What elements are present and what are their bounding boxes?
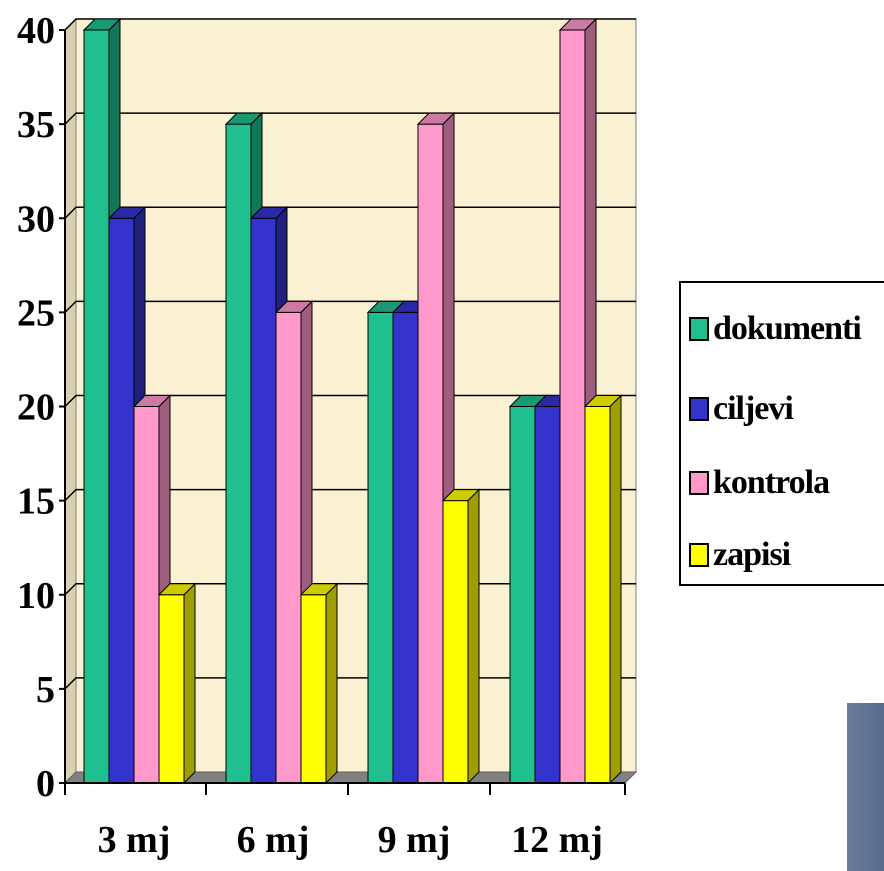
y-tick-label-15: 15 [17, 481, 55, 523]
legend-swatch-kontrola [689, 471, 709, 495]
x-tick-label-2: 9 mj [378, 819, 451, 861]
legend-swatch-dokumenti [689, 317, 709, 341]
legend-swatch-zapisi [689, 543, 709, 567]
bar-zapisi-3 [583, 394, 623, 785]
legend-item-zapisi: zapisi [689, 535, 791, 575]
bar-zapisi-1 [299, 582, 339, 785]
y-tick-label-0: 0 [36, 763, 55, 805]
legend-label-kontrola: kontrola [713, 464, 830, 501]
y-tick-label-5: 5 [36, 669, 55, 711]
y-tick-label-30: 30 [17, 198, 55, 240]
gridline-40 [64, 18, 636, 31]
legend-swatch-ciljevi [689, 397, 709, 421]
legend-item-ciljevi: ciljevi [689, 389, 794, 429]
y-tick-label-40: 40 [17, 10, 55, 52]
y-tick-label-10: 10 [17, 575, 55, 617]
y-tick-label-25: 25 [17, 292, 55, 334]
bar-zapisi-2 [441, 488, 481, 785]
legend-item-dokumenti: dokumenti [689, 309, 862, 349]
x-tick-label-3: 12 mj [511, 819, 603, 861]
x-tick-label-0: 3 mj [98, 819, 171, 861]
y-tick-label-35: 35 [17, 104, 55, 146]
y-tick-label-20: 20 [17, 387, 55, 429]
legend-label-zapisi: zapisi [713, 536, 791, 573]
legend-item-kontrola: kontrola [689, 463, 830, 503]
legend-label-dokumenti: dokumenti [713, 310, 862, 347]
x-tick-label-1: 6 mj [237, 819, 310, 861]
bar-zapisi-0 [157, 582, 197, 785]
chart-legend: dokumenti ciljevi kontrola zapisi [679, 281, 884, 586]
legend-label-ciljevi: ciljevi [713, 390, 794, 427]
decorative-slide-block [847, 703, 884, 871]
